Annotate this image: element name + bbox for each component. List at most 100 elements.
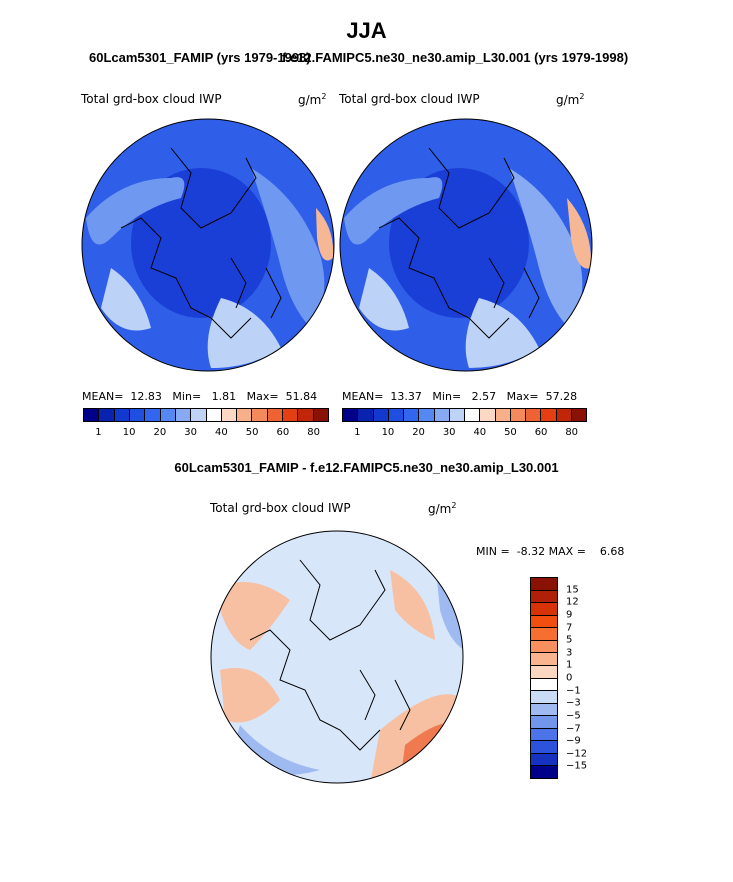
panel2-colorbar-swatch (495, 409, 511, 421)
panel2-field-pale-south (465, 298, 539, 368)
panel1-colorbar-swatch (206, 409, 222, 421)
panel2-coastlines (378, 147, 540, 339)
diff-colorbar-label: 7 (566, 622, 573, 633)
panel2-field-band-east (509, 168, 583, 328)
panel2-colorbar-swatch (526, 409, 542, 421)
diff-polar-map (210, 530, 464, 784)
diff-colorbar-swatch (531, 653, 557, 666)
panel1-field-pale-south (207, 298, 281, 368)
diff-coastlines (249, 559, 411, 751)
panel2-colorbar-label: 40 (473, 427, 487, 438)
diff-colorbar-label: −5 (566, 710, 581, 722)
panel1-colorbar-swatch (175, 409, 192, 421)
panel1-colorbar-label: 10 (122, 427, 136, 438)
panel1-colorbar-swatch (114, 409, 130, 421)
panel2-colorbar-swatch (480, 409, 496, 421)
panel2-colorbar-swatch (388, 409, 404, 421)
panel1-field-band (86, 177, 185, 245)
diff-colorbar-label: 5 (566, 634, 573, 646)
panel1-colorbar-label: 60 (276, 427, 290, 438)
panel2-colorbar-swatch (434, 409, 450, 421)
panel1-colorbar-swatch (298, 409, 314, 421)
panel1-colorbar-label: 1 (95, 427, 102, 438)
diff-map-border (210, 530, 464, 784)
panel1-colorbar-swatch (99, 409, 115, 421)
panel2-colorbar-label: 1 (354, 427, 361, 438)
panel1-colorbar-swatch (129, 409, 146, 421)
panel1-variable-label: Total grd-box cloud IWP (81, 92, 222, 106)
panel2-colorbar-label: 20 (412, 427, 425, 438)
panel2-colorbar-swatch (358, 409, 374, 421)
diff-colorbar-swatch (531, 628, 557, 641)
panel1-colorbar-swatch (237, 409, 253, 421)
panel2-field-pale-west (359, 268, 409, 331)
panel1-colorbar-swatch (221, 409, 238, 421)
panel1-colorbar-swatch (283, 409, 299, 421)
diff-field-warm-southwest (220, 668, 280, 723)
panel1-colorbar-swatch (267, 409, 284, 421)
diff-colorbar-swatch (531, 741, 557, 754)
panel1-colorbar-label: 40 (215, 427, 228, 438)
diff-colorbar-label: −12 (566, 748, 588, 760)
panel2-colorbar-label: 30 (442, 427, 456, 438)
diff-colorbar-label: 15 (566, 584, 579, 596)
panel1-colorbar-label: 20 (153, 427, 167, 438)
panel2-title: f.e12.FAMIPC5.ne30_ne30.amip_L30.001 (yr… (282, 50, 629, 65)
panel1-title: 60Lcam5301_FAMIP (yrs 1979-1998) (89, 50, 311, 65)
panel2-colorbar-swatch (373, 409, 389, 421)
panel1-units: g/m2 (298, 92, 327, 107)
panel2-colorbar-labels: 1 10 20 30 40 50 60 80 (342, 427, 587, 441)
panel2-variable-label: Total grd-box cloud IWP (339, 92, 480, 106)
panel2-stats: MEAN= 13.37 Min= 2.57 Max= 57.28 (342, 390, 578, 403)
diff-colorbar-label: 3 (566, 647, 573, 659)
panel1-stats: MEAN= 12.83 Min= 1.81 Max= 51.84 (82, 390, 318, 403)
panel2-colorbar-swatch (541, 409, 557, 421)
panel2-colorbar-swatch (465, 409, 481, 421)
diff-title: 60Lcam5301_FAMIP - f.e12.FAMIPC5.ne30_ne… (174, 460, 559, 475)
panel2-colorbar-swatch (571, 409, 586, 421)
panel1-field-pale-west (101, 268, 151, 331)
diff-colorbar-label: −15 (566, 760, 588, 772)
diff-colorbar-swatch (531, 615, 557, 629)
panel2-colorbar-label: 50 (504, 427, 517, 438)
panel1-colorbar-swatch (191, 409, 207, 421)
diff-colorbar-swatch (531, 716, 557, 729)
panel1-colorbar-labels: 1 10 20 30 40 50 60 80 (83, 427, 329, 441)
diff-colorbar-swatch (531, 590, 557, 604)
panel2-map-border (339, 118, 593, 372)
panel1-map-border (81, 118, 335, 372)
diff-colorbar-label: 1 (566, 659, 573, 671)
diff-colorbar-label: −1 (566, 685, 581, 697)
panel1-colorbar-swatch (252, 409, 268, 421)
diff-field-warm-west (215, 582, 290, 650)
panel1-colorbar-swatch (145, 409, 161, 421)
panel2-colorbar-swatch (343, 409, 359, 421)
diff-colorbar-swatch (531, 603, 557, 616)
panel1-field-warm (316, 208, 334, 261)
diff-colorbar-swatch (531, 766, 557, 778)
panel2-field-band (344, 177, 443, 245)
diff-colorbar (530, 577, 558, 779)
diff-colorbar-swatch (531, 703, 557, 717)
panel1-colorbar-swatch (160, 409, 176, 421)
panel1-colorbar (83, 408, 329, 422)
diff-colorbar-swatch (531, 691, 557, 704)
diff-colorbar-label: −7 (566, 723, 581, 734)
panel2-colorbar-swatch (556, 409, 572, 421)
panel1-polar-map (81, 118, 335, 372)
panel2-colorbar-swatch (419, 409, 435, 421)
panel2-colorbar-label: 10 (381, 427, 395, 438)
diff-colorbar-swatch (531, 753, 557, 767)
diff-field-cool-east (436, 570, 463, 650)
diff-field-warm-northeast (390, 570, 435, 640)
panel2-colorbar-swatch (404, 409, 420, 421)
panel1-colorbar-label: 80 (307, 427, 320, 438)
diff-colorbar-label: 12 (566, 596, 579, 608)
diff-variable-label: Total grd-box cloud IWP (210, 501, 351, 515)
diff-colorbar-swatch (531, 665, 557, 679)
diff-colorbar-label: 0 (566, 672, 573, 684)
panel2-colorbar-swatch (510, 409, 526, 421)
diff-colorbar-label: 9 (566, 609, 573, 621)
diff-stats: MIN = -8.32 MAX = 6.68 (476, 545, 625, 558)
panel2-colorbar (342, 408, 587, 422)
